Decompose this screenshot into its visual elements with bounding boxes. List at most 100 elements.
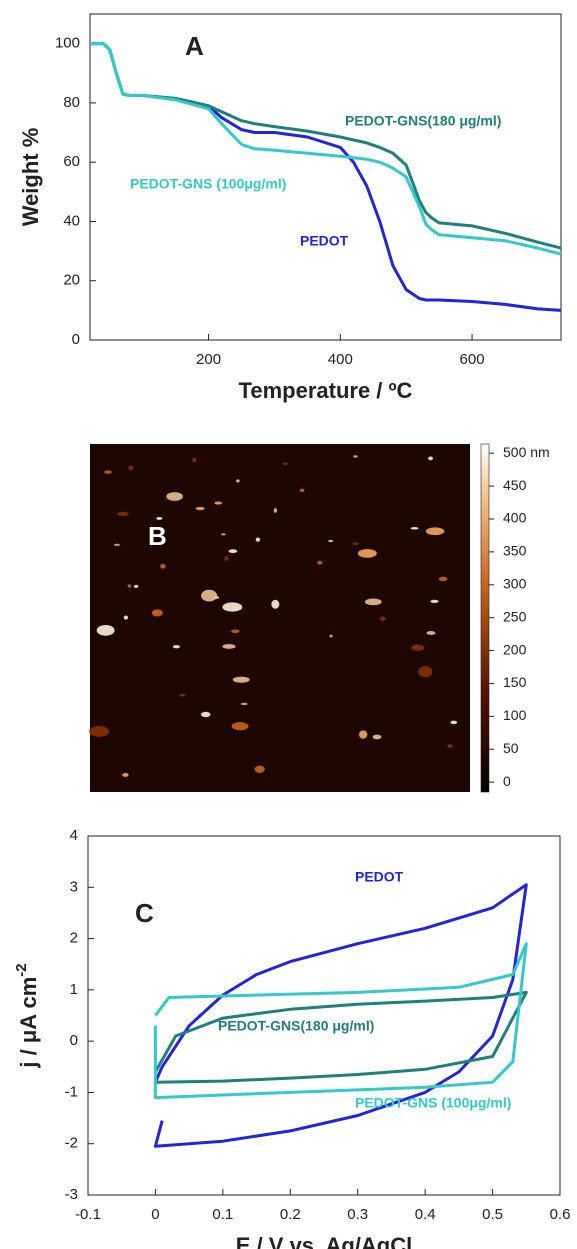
colorbar-tick-label: 200 bbox=[503, 641, 527, 657]
particle bbox=[222, 644, 235, 649]
particle bbox=[179, 694, 185, 697]
x-tick-label: 0.5 bbox=[482, 1206, 503, 1223]
particle bbox=[231, 629, 239, 633]
particle bbox=[413, 646, 419, 648]
colorbar-tick-label: 0 bbox=[503, 773, 511, 789]
particle bbox=[196, 507, 205, 510]
colorbar-tick-label: 350 bbox=[503, 543, 527, 559]
y-tick-label: 3 bbox=[70, 878, 78, 895]
particle bbox=[300, 489, 304, 492]
particle bbox=[427, 631, 436, 635]
panel-label: A bbox=[185, 31, 204, 61]
y-axis-title: j / μA cm-2 bbox=[13, 963, 41, 1068]
particle bbox=[439, 577, 448, 581]
series-label: PEDOT-GNS (100μg/ml) bbox=[130, 176, 286, 192]
particle bbox=[447, 744, 452, 747]
y-tick-label: 2 bbox=[70, 930, 78, 947]
particle bbox=[114, 544, 120, 546]
y-tick-label: 0 bbox=[72, 331, 80, 348]
colorbar-tick-label: 250 bbox=[503, 608, 527, 624]
particle bbox=[358, 549, 377, 558]
particle bbox=[283, 462, 288, 465]
particle bbox=[173, 645, 180, 648]
particle bbox=[166, 492, 183, 501]
particle bbox=[450, 721, 457, 725]
colorbar-tick-label: 500 nm bbox=[503, 444, 550, 460]
series-label: PEDOT-GNS(180 μg/ml) bbox=[218, 1018, 374, 1034]
particle bbox=[365, 599, 382, 606]
particle bbox=[426, 527, 445, 535]
particle bbox=[153, 611, 158, 614]
figure: 200400600020406080100PEDOTPEDOT-GNS(180 … bbox=[0, 0, 577, 1249]
particle bbox=[89, 726, 109, 737]
particle bbox=[128, 466, 133, 470]
panel-label: C bbox=[135, 898, 154, 928]
colorbar-tick-label: 300 bbox=[503, 575, 527, 591]
x-tick-label: 0.6 bbox=[550, 1206, 571, 1223]
x-tick-label: 0.3 bbox=[347, 1206, 368, 1223]
particle bbox=[241, 703, 248, 705]
colorbar bbox=[481, 444, 489, 792]
particle bbox=[271, 600, 279, 609]
particle bbox=[224, 556, 228, 561]
particle bbox=[328, 540, 333, 542]
colorbar-tick-label: 450 bbox=[503, 477, 527, 493]
particle bbox=[256, 538, 260, 542]
particle bbox=[104, 470, 111, 473]
particle bbox=[359, 730, 367, 738]
y-tick-label: 4 bbox=[70, 827, 78, 844]
particle bbox=[232, 722, 249, 730]
particle bbox=[428, 456, 433, 460]
y-tick-label: 80 bbox=[63, 94, 80, 111]
y-tick-label: 1 bbox=[70, 981, 78, 998]
colorbar-tick-label: 50 bbox=[503, 740, 519, 756]
x-tick-label: 200 bbox=[196, 351, 221, 368]
y-tick-label: 60 bbox=[63, 153, 80, 170]
series-label: PEDOT bbox=[355, 869, 404, 885]
particle bbox=[373, 735, 382, 740]
particle bbox=[353, 455, 357, 457]
y-tick-label: 100 bbox=[55, 35, 80, 52]
y-tick-label: 40 bbox=[63, 212, 80, 229]
particle bbox=[233, 677, 250, 683]
plot-frame bbox=[88, 836, 560, 1195]
particle bbox=[214, 501, 222, 504]
particle bbox=[274, 508, 277, 513]
particle bbox=[229, 549, 238, 553]
x-axis-title: Temperature / ºC bbox=[239, 378, 413, 403]
y-tick-label: -3 bbox=[65, 1186, 78, 1203]
y-tick-label: -2 bbox=[65, 1135, 78, 1152]
x-tick-label: 0.4 bbox=[415, 1206, 436, 1223]
x-tick-label: 0 bbox=[151, 1206, 159, 1223]
series-line bbox=[90, 44, 561, 255]
particle bbox=[156, 517, 162, 520]
y-tick-label: 0 bbox=[70, 1032, 78, 1049]
y-tick-label: 20 bbox=[63, 272, 80, 289]
x-tick-label: 0.1 bbox=[212, 1206, 233, 1223]
particle bbox=[160, 564, 166, 569]
y-axis-title-text: j / μA cm bbox=[16, 977, 41, 1069]
colorbar-tick-label: 400 bbox=[503, 510, 527, 526]
panel-label: B bbox=[148, 521, 167, 551]
particle bbox=[236, 479, 240, 482]
series-line bbox=[90, 44, 561, 249]
particle bbox=[192, 458, 196, 462]
x-axis-title: E / V vs. Ag/AgCl bbox=[236, 1233, 412, 1249]
particle bbox=[352, 543, 359, 545]
afm-image bbox=[90, 444, 470, 792]
y-axis-title: Weight % bbox=[18, 128, 43, 227]
particle bbox=[222, 602, 242, 611]
particle bbox=[380, 616, 386, 621]
particle bbox=[97, 625, 115, 636]
y-axis-title-sup: -2 bbox=[13, 963, 30, 976]
particle bbox=[255, 766, 265, 773]
particle bbox=[329, 635, 332, 638]
particle bbox=[430, 600, 438, 603]
series-label: PEDOT bbox=[300, 233, 349, 249]
series-label: PEDOT-GNS (100μg/ml) bbox=[355, 1095, 511, 1111]
series-label: PEDOT-GNS(180 μg/ml) bbox=[345, 113, 501, 129]
colorbar-tick-label: 100 bbox=[503, 707, 527, 723]
particle bbox=[117, 512, 129, 516]
x-tick-label: 400 bbox=[328, 351, 353, 368]
particle bbox=[128, 584, 132, 587]
